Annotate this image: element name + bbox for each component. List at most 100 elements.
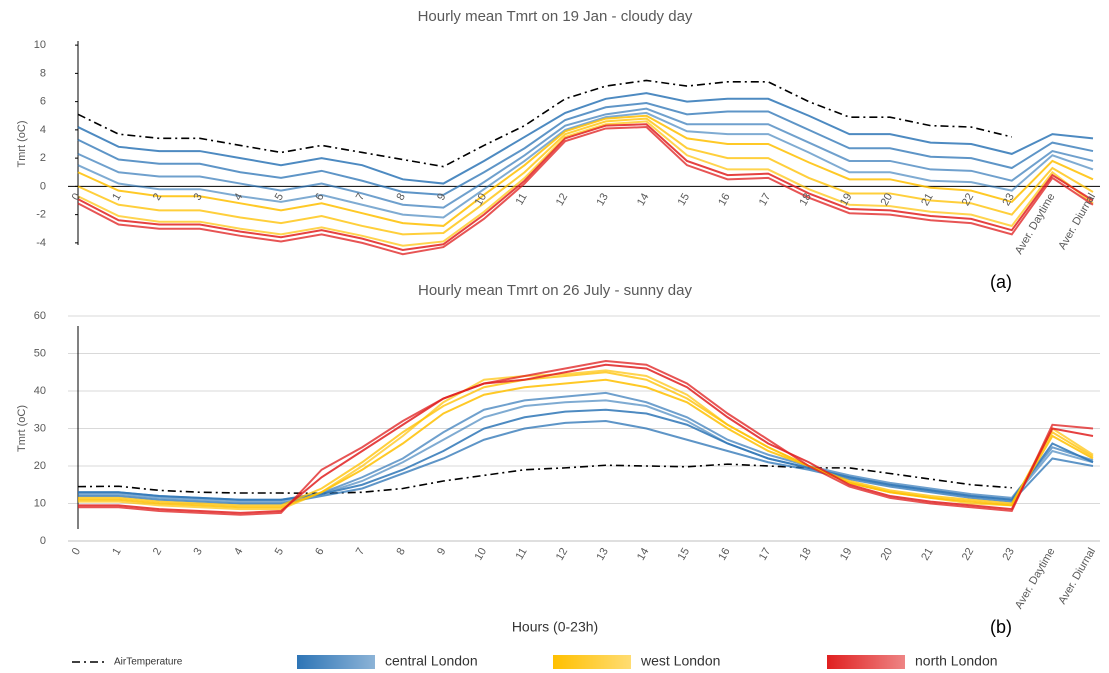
x-tick-label: 3 bbox=[191, 191, 204, 202]
x-tick-label: 15 bbox=[676, 191, 693, 208]
y-tick-label: 10 bbox=[34, 39, 46, 51]
x-axis-title: Hours (0-23h) bbox=[512, 619, 598, 635]
series-line bbox=[77, 107, 1094, 209]
x-tick-label: Aver. Diurnal bbox=[1056, 546, 1098, 606]
x-tick-label: 8 bbox=[394, 191, 407, 202]
series-line bbox=[77, 123, 1094, 251]
series-line bbox=[77, 117, 1094, 236]
y-tick-label: 0 bbox=[40, 535, 46, 547]
x-tick-label: Aver. Daytime bbox=[1013, 546, 1058, 611]
x-tick-label: 12 bbox=[554, 191, 571, 208]
x-tick-label: 18 bbox=[797, 546, 814, 563]
y-tick-label: 20 bbox=[34, 460, 46, 472]
x-tick-label: 3 bbox=[191, 546, 204, 557]
y-tick-label: 50 bbox=[34, 347, 46, 359]
legend-swatch bbox=[297, 655, 375, 669]
x-tick-label: 1 bbox=[110, 191, 123, 202]
y-axis-title: Tmrt (oC) bbox=[16, 405, 28, 452]
x-tick-label: 18 bbox=[797, 191, 814, 208]
y-tick-label: 0 bbox=[40, 180, 46, 192]
x-tick-label: 17 bbox=[757, 546, 774, 563]
x-tick-label: 9 bbox=[435, 546, 448, 557]
series-line bbox=[78, 369, 1094, 511]
x-tick-label: 9 bbox=[435, 191, 448, 202]
series-line bbox=[78, 359, 1094, 516]
x-tick-label: 23 bbox=[1000, 191, 1017, 208]
series-line bbox=[78, 399, 1094, 503]
x-tick-label: 19 bbox=[838, 191, 855, 208]
series-line bbox=[78, 391, 1094, 501]
x-tick-label: 2 bbox=[151, 191, 164, 202]
x-tick-label: 21 bbox=[919, 546, 936, 563]
x-tick-label: 20 bbox=[879, 546, 896, 563]
x-tick-label: 20 bbox=[879, 191, 896, 208]
x-tick-label: 5 bbox=[273, 191, 286, 202]
series-line bbox=[78, 419, 1094, 505]
y-tick-label: 40 bbox=[34, 385, 46, 397]
series-line bbox=[77, 102, 1094, 196]
series-line bbox=[77, 126, 1094, 256]
x-tick-label: 8 bbox=[394, 546, 407, 557]
x-tick-label: 4 bbox=[232, 191, 245, 202]
x-tick-label: 16 bbox=[716, 191, 733, 208]
chart-title: Hourly mean Tmrt on 26 July - sunny day bbox=[418, 282, 693, 299]
legend-label: AirTemperature bbox=[114, 657, 183, 668]
x-tick-label: 7 bbox=[354, 546, 367, 557]
series-line bbox=[77, 92, 1094, 185]
y-tick-label: 10 bbox=[34, 497, 46, 509]
annotation: (b) bbox=[990, 617, 1012, 637]
y-tick-label: 2 bbox=[40, 152, 46, 164]
series-line bbox=[78, 371, 1094, 507]
series-line bbox=[77, 114, 1094, 227]
x-tick-label: 10 bbox=[473, 546, 490, 563]
series-line bbox=[77, 463, 1012, 495]
x-tick-label: 15 bbox=[676, 546, 693, 563]
annotation: (a) bbox=[990, 272, 1012, 292]
y-tick-label: 60 bbox=[34, 310, 46, 322]
x-tick-label: 12 bbox=[554, 546, 571, 563]
x-tick-label: 13 bbox=[594, 191, 611, 208]
x-tick-label: 14 bbox=[635, 546, 652, 563]
x-tick-label: 21 bbox=[919, 191, 936, 208]
series-line bbox=[77, 120, 1094, 247]
x-tick-label: 10 bbox=[473, 191, 490, 208]
series-line bbox=[78, 363, 1094, 514]
x-tick-label: Aver. Diurnal bbox=[1056, 191, 1098, 251]
y-tick-label: 4 bbox=[40, 124, 46, 136]
series-line bbox=[78, 408, 1094, 501]
series-line bbox=[78, 378, 1094, 509]
x-tick-label: 22 bbox=[960, 546, 977, 563]
x-tick-label: 11 bbox=[514, 546, 530, 562]
y-tick-label: -4 bbox=[36, 237, 46, 249]
y-tick-label: 8 bbox=[40, 67, 46, 79]
x-tick-label: 5 bbox=[273, 546, 286, 557]
x-tick-label: 0 bbox=[70, 191, 83, 202]
x-tick-label: 0 bbox=[70, 546, 83, 557]
legend-label: west London bbox=[640, 653, 720, 669]
x-tick-label: 14 bbox=[635, 191, 652, 208]
x-tick-label: 17 bbox=[757, 191, 774, 208]
x-tick-label: 16 bbox=[716, 546, 733, 563]
x-tick-label: 6 bbox=[313, 191, 326, 202]
x-tick-label: 11 bbox=[514, 191, 530, 207]
series-line bbox=[77, 79, 1012, 168]
legend-label: central London bbox=[385, 653, 478, 669]
x-tick-label: 22 bbox=[960, 191, 977, 208]
x-tick-label: 23 bbox=[1000, 546, 1017, 563]
x-tick-label: 7 bbox=[354, 191, 367, 202]
legend-label: north London bbox=[915, 653, 998, 669]
y-tick-label: -2 bbox=[36, 209, 46, 221]
y-axis-title: Tmrt (oC) bbox=[16, 120, 28, 167]
y-tick-label: 30 bbox=[34, 422, 46, 434]
x-tick-label: 2 bbox=[151, 546, 164, 557]
legend-swatch bbox=[553, 655, 631, 669]
series-line bbox=[77, 111, 1094, 219]
x-tick-label: 1 bbox=[110, 546, 123, 557]
x-tick-label: 13 bbox=[594, 546, 611, 563]
y-tick-label: 6 bbox=[40, 96, 46, 108]
x-tick-label: 4 bbox=[232, 546, 245, 557]
chart-title: Hourly mean Tmrt on 19 Jan - cloudy day bbox=[418, 8, 693, 25]
x-tick-label: 6 bbox=[313, 546, 326, 557]
x-tick-label: 19 bbox=[838, 546, 855, 563]
